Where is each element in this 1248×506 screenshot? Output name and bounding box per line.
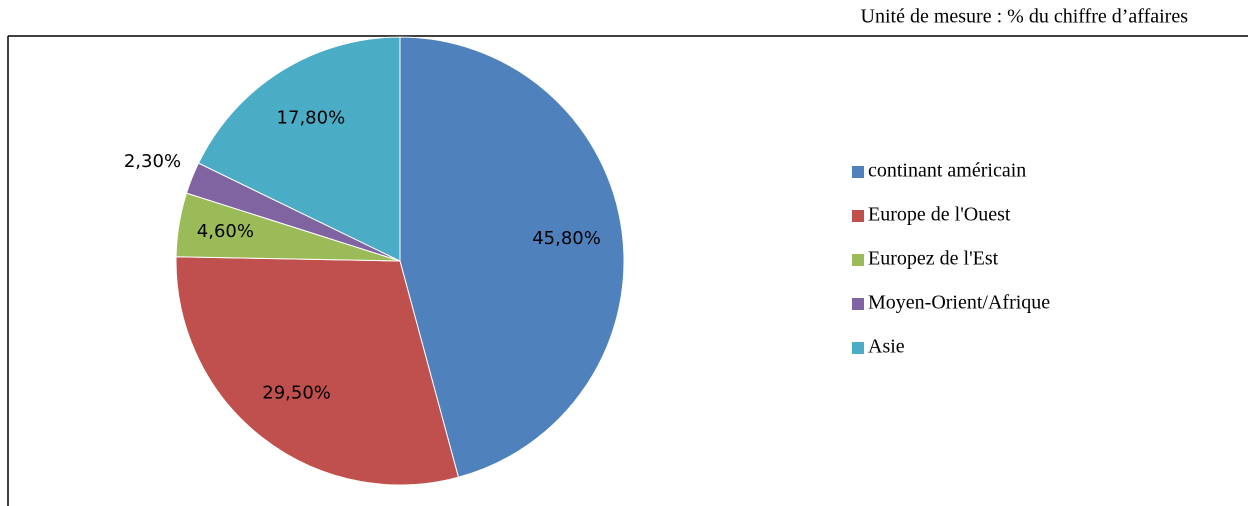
legend-swatch bbox=[852, 342, 864, 354]
pie-slice bbox=[197, 36, 401, 262]
legend-swatch bbox=[852, 298, 864, 310]
legend-label: Europez de l'Est bbox=[868, 248, 999, 270]
pie-slice bbox=[175, 256, 460, 486]
legend-label: Moyen-Orient/Afrique bbox=[868, 292, 1050, 314]
data-label: 29,50% bbox=[262, 382, 331, 403]
legend-swatch bbox=[852, 210, 864, 222]
data-label: 45,80% bbox=[532, 228, 601, 249]
data-label: 4,60% bbox=[197, 221, 254, 242]
data-label: 17,80% bbox=[277, 108, 346, 129]
subtitle: Unité de mesure : % du chiffre d’affaire… bbox=[861, 6, 1189, 28]
legend-label: continant américain bbox=[868, 160, 1026, 182]
pie-slice bbox=[399, 36, 625, 478]
legend-label: Europe de l'Ouest bbox=[868, 204, 1011, 226]
legend-swatch bbox=[852, 254, 864, 266]
data-label: 2,30% bbox=[124, 151, 181, 172]
legend-label: Asie bbox=[868, 336, 905, 358]
legend-swatch bbox=[852, 166, 864, 178]
